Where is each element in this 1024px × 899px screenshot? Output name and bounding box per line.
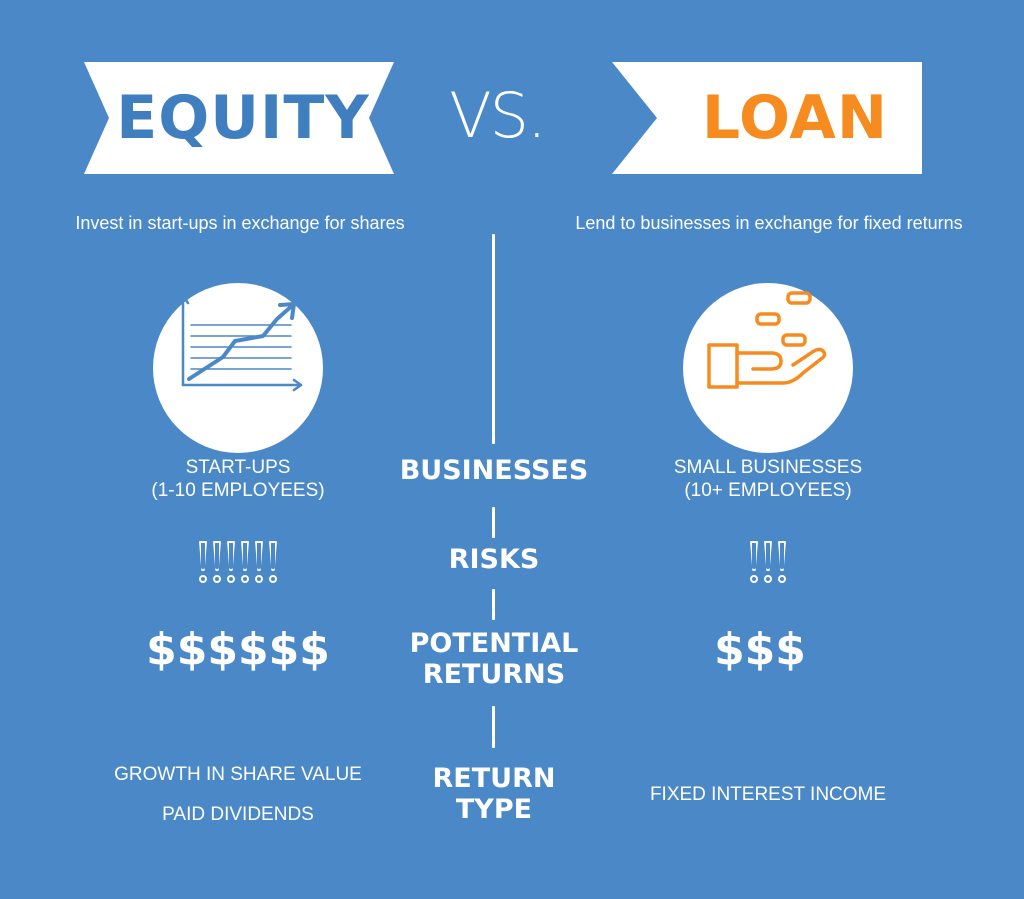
equity-businesses-line2: (1-10 EMPLOYEES) <box>151 480 325 501</box>
equity-risk-exclamation-icon <box>211 541 223 587</box>
loan-risk-marks <box>668 541 868 587</box>
label-return-type-line2: TYPE <box>455 794 533 825</box>
label-potential-returns-line1: POTENTIAL <box>409 628 579 659</box>
equity-return-type: GROWTH IN SHARE VALUE PAID DIVIDENDS <box>98 763 378 826</box>
divider-segment <box>492 589 495 620</box>
loan-title: LOAN <box>701 83 889 153</box>
equity-icon-circle <box>153 283 323 453</box>
equity-return-type-line2: PAID DIVIDENDS <box>162 804 314 825</box>
equity-banner-shape <box>84 62 394 174</box>
divider-segment <box>492 706 495 748</box>
equity-businesses-line1: START-UPS <box>185 457 291 478</box>
equity-risk-exclamation-icon <box>239 541 251 587</box>
equity-return-type-line1: GROWTH IN SHARE VALUE <box>114 764 362 785</box>
loan-risk-exclamation-icon <box>762 541 774 587</box>
equity-returns: $$$$$$ <box>146 624 330 675</box>
label-risks: RISKS <box>448 544 540 575</box>
growth-chart-icon <box>176 294 303 392</box>
loan-icon-circle <box>683 283 853 453</box>
label-potential-returns-line2: RETURNS <box>422 659 566 690</box>
equity-tagline: Invest in start-ups in exchange for shar… <box>75 213 405 233</box>
loan-businesses-line1: SMALL BUSINESSES <box>673 457 863 478</box>
loan-businesses-line2: (10+ EMPLOYEES) <box>684 480 852 501</box>
loan-risk-exclamation-icon <box>748 541 760 587</box>
divider-segment <box>492 507 495 538</box>
equity-risk-exclamation-icon <box>225 541 237 587</box>
hand-coins-icon <box>707 291 827 389</box>
loan-tagline: Lend to businesses in exchange for fixed… <box>575 213 963 233</box>
loan-return-type: FIXED INTEREST INCOME <box>649 784 887 805</box>
equity-risk-exclamation-icon <box>197 541 209 587</box>
loan-risk-exclamation-icon <box>776 541 788 587</box>
label-return-type: RETURN TYPE <box>383 763 605 825</box>
equity-title: EQUITY <box>116 83 370 153</box>
equity-risk-marks <box>138 541 338 587</box>
loan-returns: $$$ <box>714 624 806 675</box>
label-potential-returns: POTENTIAL RETURNS <box>383 628 605 690</box>
equity-risk-exclamation-icon <box>267 541 279 587</box>
equity-businesses: START-UPS (1-10 EMPLOYEES) <box>138 456 338 502</box>
equity-risk-exclamation-icon <box>253 541 265 587</box>
label-return-type-line1: RETURN <box>432 763 556 794</box>
vs-label: VS. <box>449 79 546 152</box>
label-businesses: BUSINESSES <box>399 455 589 486</box>
equity-banner: EQUITY <box>84 62 394 174</box>
loan-banner: LOAN <box>612 62 922 174</box>
loan-banner-shape <box>612 62 922 174</box>
divider-top <box>492 234 495 444</box>
loan-businesses: SMALL BUSINESSES (10+ EMPLOYEES) <box>648 456 888 502</box>
